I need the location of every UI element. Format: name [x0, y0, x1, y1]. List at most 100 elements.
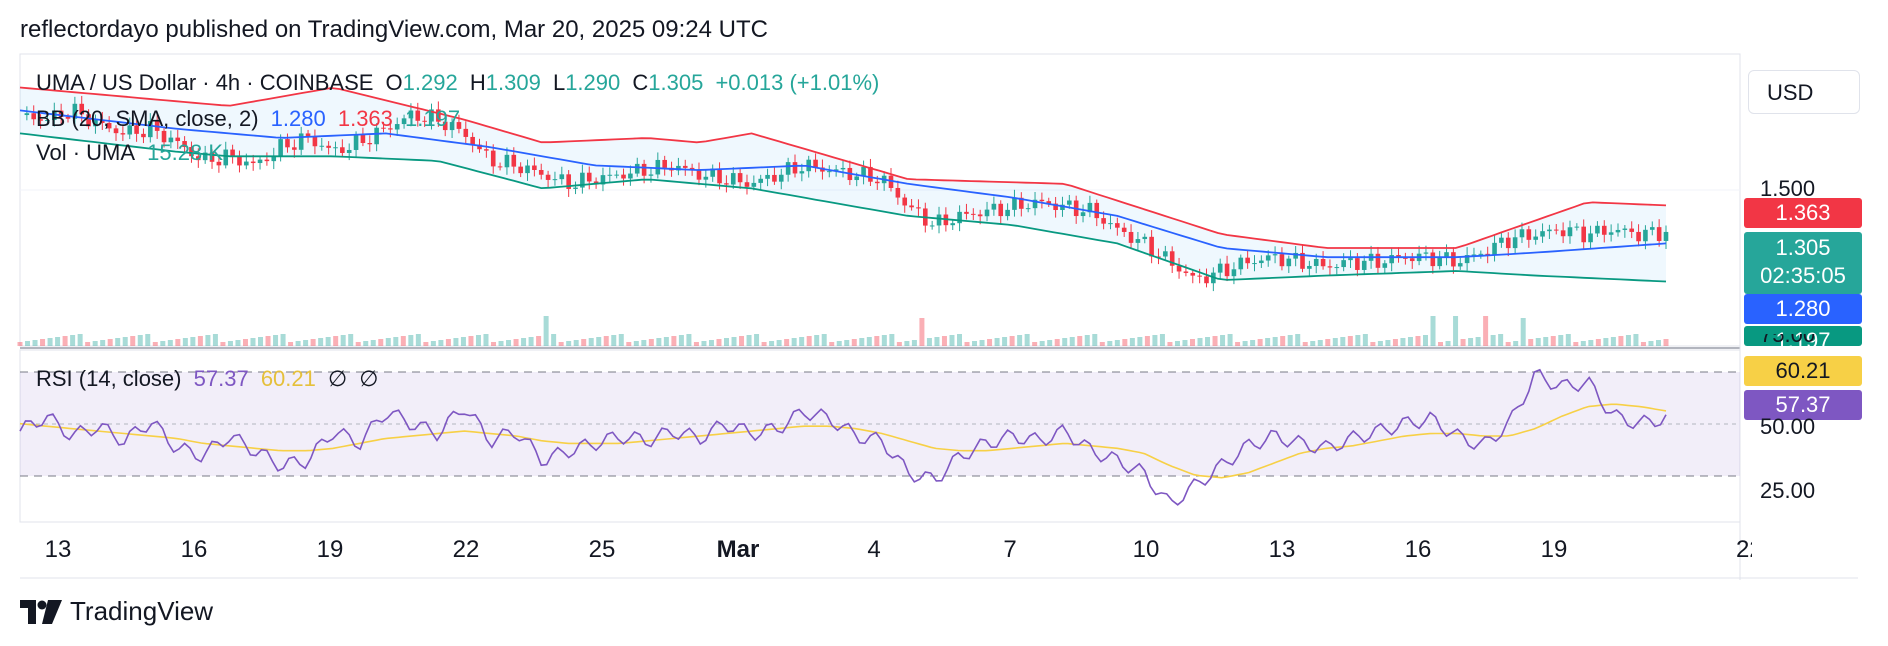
candle-body [1629, 228, 1635, 232]
candle-body [1032, 199, 1038, 209]
candle-body [182, 141, 187, 148]
candle-body [1423, 252, 1429, 254]
volume-bar [333, 336, 339, 346]
volume-legend[interactable]: Vol · UMA 15.28 K [36, 140, 229, 166]
candle-body [614, 174, 619, 176]
rsi-value: 57.37 [193, 366, 249, 391]
candle-body [374, 127, 379, 145]
candle-body [319, 145, 325, 147]
time-tick-label: 22 [452, 536, 480, 563]
volume-bar [280, 334, 286, 346]
bb-upper-price-label: 1.363 [1744, 198, 1862, 228]
bb-legend[interactable]: BB (20, SMA, close, 2) 1.280 1.363 1.197 [36, 106, 466, 132]
volume-bar [1099, 342, 1105, 346]
rsi-ma-value: 60.21 [260, 366, 316, 391]
time-tick-label: 10 [1132, 536, 1160, 563]
candle-body [1080, 212, 1086, 217]
candle-body [353, 134, 359, 150]
candle-body [758, 178, 763, 183]
candle-body [1334, 267, 1340, 269]
candle-body [436, 109, 441, 122]
volume-bar [1625, 335, 1631, 346]
candle-body [292, 147, 297, 150]
candle-body [1135, 239, 1141, 243]
candle-body [1039, 199, 1045, 202]
candle-body [1492, 242, 1497, 256]
volume-bar [1205, 337, 1211, 346]
volume-bar [1490, 335, 1496, 346]
candle-body [113, 128, 119, 134]
volume-bar [964, 342, 970, 346]
volume-bar [1400, 338, 1406, 346]
candle-body [470, 136, 475, 145]
candle-body [792, 162, 798, 174]
candle-body [1567, 227, 1573, 237]
candle-body [1382, 263, 1388, 268]
symbol-name[interactable]: UMA / US Dollar · 4h · COINBASE [36, 70, 374, 95]
candle-body [1547, 229, 1552, 232]
candle-body [1375, 253, 1381, 268]
volume-bar [528, 337, 534, 346]
bb-lower-value: 1.197 [405, 106, 461, 131]
rsi-label: RSI (14, close) [36, 366, 182, 391]
candle-body [573, 187, 578, 189]
candle-body [696, 170, 702, 180]
candle-body [134, 125, 139, 134]
candle-body [957, 211, 962, 224]
null-icon: ∅ [328, 366, 348, 391]
candle-body [408, 110, 414, 119]
bb-lower-line [19, 132, 1667, 283]
candle-body [813, 159, 818, 168]
candle-body [950, 223, 956, 226]
volume-bar [1640, 342, 1646, 346]
candle-body [1224, 263, 1230, 277]
candle-body [1265, 255, 1271, 261]
volume-bar [1182, 340, 1188, 346]
candle-body [868, 166, 873, 182]
volume-bar [724, 338, 730, 346]
candle-body [141, 133, 146, 138]
volume-bar [1550, 336, 1556, 346]
volume-bar [288, 342, 294, 346]
candle-body [1327, 266, 1333, 268]
volume-bar [408, 335, 414, 346]
volume-bar [881, 335, 887, 346]
currency-selector[interactable]: USD [1748, 70, 1860, 114]
candle-body [1389, 255, 1394, 264]
volume-bar [32, 340, 38, 346]
candle-body [545, 174, 551, 180]
candle-body [1643, 229, 1648, 242]
candle-body [271, 155, 277, 162]
candle-body [305, 133, 311, 137]
candle-body [401, 118, 407, 125]
volume-bar [355, 342, 361, 346]
volume-bar [1114, 340, 1120, 346]
volume-bar [663, 337, 669, 346]
candle-body [161, 130, 167, 143]
candle-body [1142, 236, 1148, 240]
volume-bar [686, 334, 692, 346]
volume-bar [122, 337, 128, 346]
rsi-legend[interactable]: RSI (14, close) 57.37 60.21 ∅ ∅ [36, 366, 384, 392]
tradingview-logo[interactable]: TradingView [20, 596, 213, 627]
bb-band-fill [20, 87, 1666, 282]
time-tick-label: Mar [716, 536, 760, 563]
candle-body [1478, 253, 1484, 255]
candle-body [895, 187, 901, 198]
candle-body [1293, 252, 1298, 259]
volume-bar [896, 342, 902, 346]
candle-body [600, 175, 606, 185]
volume-bar [1565, 334, 1571, 346]
candle-body [717, 168, 722, 184]
volume-bar [175, 339, 181, 346]
brand-name: TradingView [70, 596, 214, 626]
volume-bar [716, 339, 722, 346]
volume-bar [911, 340, 917, 346]
symbol-legend: UMA / US Dollar · 4h · COINBASE O1.292 H… [36, 70, 885, 96]
volume-bar [475, 335, 481, 346]
candle-body [607, 174, 613, 176]
volume-bar [1129, 338, 1135, 346]
candle-body [1361, 260, 1367, 270]
volume-bar [874, 336, 880, 346]
